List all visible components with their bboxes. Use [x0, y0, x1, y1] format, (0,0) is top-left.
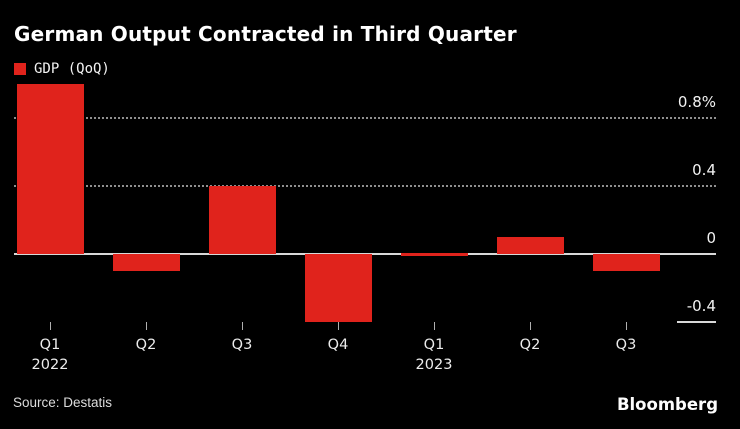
x-axis-tick	[242, 322, 243, 330]
bloomberg-logo: Bloomberg	[616, 395, 718, 414]
x-axis-label-year: 2023	[415, 357, 453, 373]
x-axis-label-quarter: Q1	[39, 337, 61, 353]
x-axis-label-quarter: Q3	[615, 337, 637, 353]
bar-Q12022	[16, 84, 84, 254]
y-axis-label: 0	[706, 229, 716, 247]
bar-Q3	[208, 186, 276, 254]
x-axis-tick	[626, 322, 627, 330]
gridline-0.4	[14, 185, 716, 187]
bar-Q12023	[400, 253, 468, 256]
y-axis-label: 0.4	[692, 161, 716, 179]
y-axis-label: 0.8%	[677, 93, 716, 111]
x-axis-label-quarter: Q3	[231, 337, 253, 353]
legend: GDP (QoQ)	[14, 61, 110, 77]
source-note: Source: Destatis	[13, 395, 113, 410]
legend-swatch-icon	[14, 63, 26, 75]
bar-Q2	[496, 237, 564, 254]
x-axis-tick	[50, 322, 51, 330]
x-axis-label-year: 2022	[31, 357, 69, 373]
x-axis-label-quarter: Q4	[327, 337, 349, 353]
x-axis-label-quarter: Q2	[519, 337, 541, 353]
gridline-0.8	[14, 117, 716, 119]
bar-Q2	[112, 254, 180, 271]
x-axis-tick	[146, 322, 147, 330]
x-axis-label-quarter: Q1	[423, 337, 445, 353]
gridline--0.4	[677, 321, 716, 323]
chart-title: German Output Contracted in Third Quarte…	[14, 22, 517, 46]
y-axis-label: -0.4	[686, 297, 716, 315]
x-axis-label-quarter: Q2	[135, 337, 157, 353]
x-axis-tick	[338, 322, 339, 330]
legend-label: GDP (QoQ)	[34, 61, 110, 77]
x-axis-tick	[530, 322, 531, 330]
bar-Q4	[304, 254, 372, 322]
bar-Q3	[592, 254, 660, 271]
x-axis-tick	[434, 322, 435, 330]
